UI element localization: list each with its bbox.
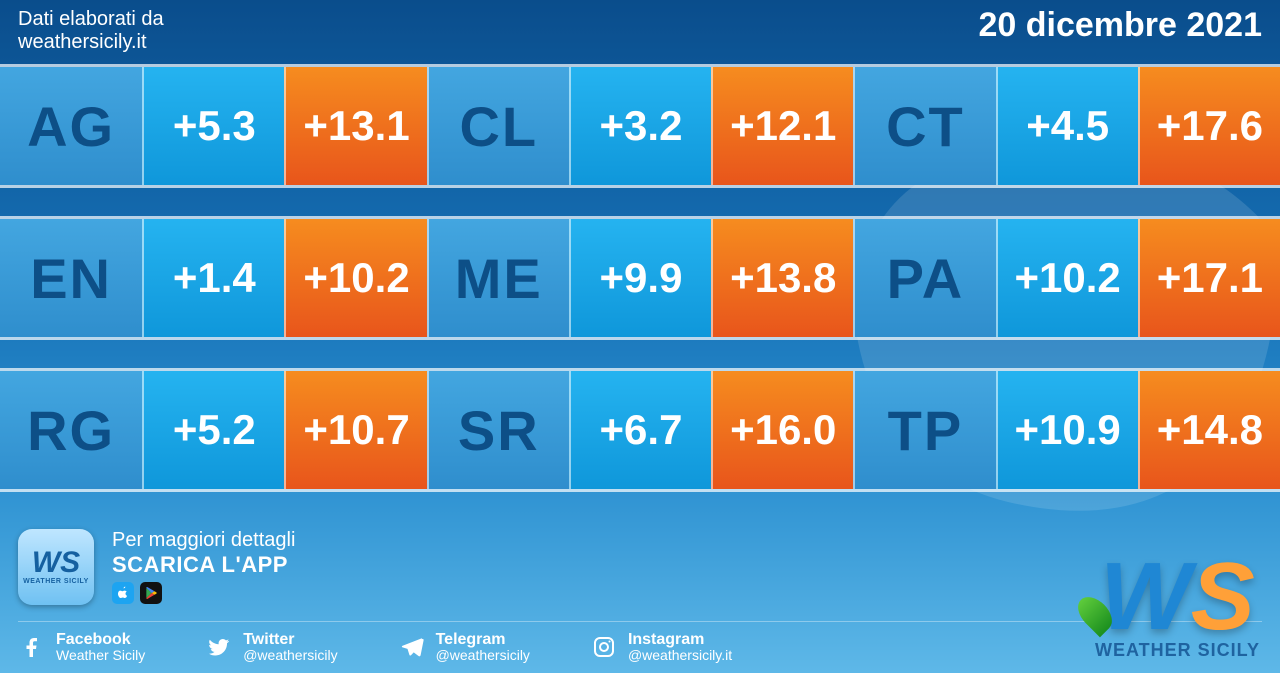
grid-row: AG+5.3+13.1CL+3.2+12.1CT+4.5+17.6	[0, 64, 1280, 188]
province-code: ME	[427, 219, 569, 337]
province-code: CL	[427, 67, 569, 185]
province-ct: CT+4.5+17.6	[853, 67, 1280, 185]
province-pa: PA+10.2+17.1	[853, 219, 1280, 337]
source-label: Dati elaborati da	[18, 8, 164, 31]
temp-low: +5.3	[142, 67, 284, 185]
social-name: Facebook	[56, 632, 145, 649]
facebook-icon	[18, 633, 46, 661]
twitter-icon	[205, 633, 233, 661]
temp-high: +17.1	[1138, 219, 1280, 337]
source-site: weathersicily.it	[18, 31, 164, 54]
social-links: FacebookWeather SicilyTwitter@weathersic…	[18, 621, 1262, 663]
temp-high: +16.0	[711, 371, 853, 489]
social-handle: @weathersicily	[436, 648, 530, 663]
temp-low: +1.4	[142, 219, 284, 337]
province-en: EN+1.4+10.2	[0, 219, 427, 337]
grid-row: EN+1.4+10.2ME+9.9+13.8PA+10.2+17.1	[0, 216, 1280, 340]
instagram-icon	[590, 633, 618, 661]
temp-low: +5.2	[142, 371, 284, 489]
province-ag: AG+5.3+13.1	[0, 67, 427, 185]
temp-high: +13.8	[711, 219, 853, 337]
social-twitter[interactable]: Twitter@weathersicily	[205, 632, 337, 663]
app-promo-line1: Per maggiori dettagli	[112, 529, 295, 552]
province-cl: CL+3.2+12.1	[427, 67, 854, 185]
province-code: AG	[0, 67, 142, 185]
social-facebook[interactable]: FacebookWeather Sicily	[18, 632, 145, 663]
appstore-icon[interactable]	[112, 582, 134, 604]
social-name: Telegram	[436, 632, 530, 649]
playstore-icon[interactable]	[140, 582, 162, 604]
social-telegram[interactable]: Telegram@weathersicily	[398, 632, 530, 663]
app-logo-tag: WEATHER SICILY	[23, 578, 89, 585]
social-handle: @weathersicily.it	[628, 648, 732, 663]
temp-low: +10.9	[996, 371, 1138, 489]
temp-low: +10.2	[996, 219, 1138, 337]
store-badges	[112, 582, 295, 604]
temp-low: +3.2	[569, 67, 711, 185]
province-sr: SR+6.7+16.0	[427, 371, 854, 489]
social-instagram[interactable]: Instagram@weathersicily.it	[590, 632, 732, 663]
forecast-date: 20 dicembre 2021	[978, 6, 1262, 45]
province-me: ME+9.9+13.8	[427, 219, 854, 337]
app-logo-icon: WS WEATHER SICILY	[18, 529, 94, 605]
grid-row: RG+5.2+10.7SR+6.7+16.0TP+10.9+14.8	[0, 368, 1280, 492]
social-name: Instagram	[628, 632, 732, 649]
province-tp: TP+10.9+14.8	[853, 371, 1280, 489]
app-promo-text: Per maggiori dettagli SCARICA L'APP	[112, 529, 295, 604]
data-source: Dati elaborati da weathersicily.it	[18, 8, 164, 54]
social-name: Twitter	[243, 632, 337, 649]
temp-high: +10.2	[284, 219, 426, 337]
app-promo-line2: SCARICA L'APP	[112, 552, 295, 578]
social-handle: Weather Sicily	[56, 648, 145, 663]
temp-low: +6.7	[569, 371, 711, 489]
province-code: CT	[853, 67, 995, 185]
app-promo: WS WEATHER SICILY Per maggiori dettagli …	[18, 529, 1262, 605]
telegram-icon	[398, 633, 426, 661]
social-handle: @weathersicily	[243, 648, 337, 663]
temp-high: +10.7	[284, 371, 426, 489]
temp-high: +14.8	[1138, 371, 1280, 489]
province-code: EN	[0, 219, 142, 337]
province-code: RG	[0, 371, 142, 489]
temperature-grid: AG+5.3+13.1CL+3.2+12.1CT+4.5+17.6EN+1.4+…	[0, 64, 1280, 492]
province-code: PA	[853, 219, 995, 337]
temp-high: +13.1	[284, 67, 426, 185]
temp-low: +4.5	[996, 67, 1138, 185]
province-code: SR	[427, 371, 569, 489]
province-code: TP	[853, 371, 995, 489]
header: Dati elaborati da weathersicily.it 20 di…	[0, 0, 1280, 58]
province-rg: RG+5.2+10.7	[0, 371, 427, 489]
temp-low: +9.9	[569, 219, 711, 337]
footer: WS WEATHER SICILY Per maggiori dettagli …	[0, 519, 1280, 673]
temp-high: +17.6	[1138, 67, 1280, 185]
app-logo-text: WS	[32, 548, 80, 578]
temp-high: +12.1	[711, 67, 853, 185]
